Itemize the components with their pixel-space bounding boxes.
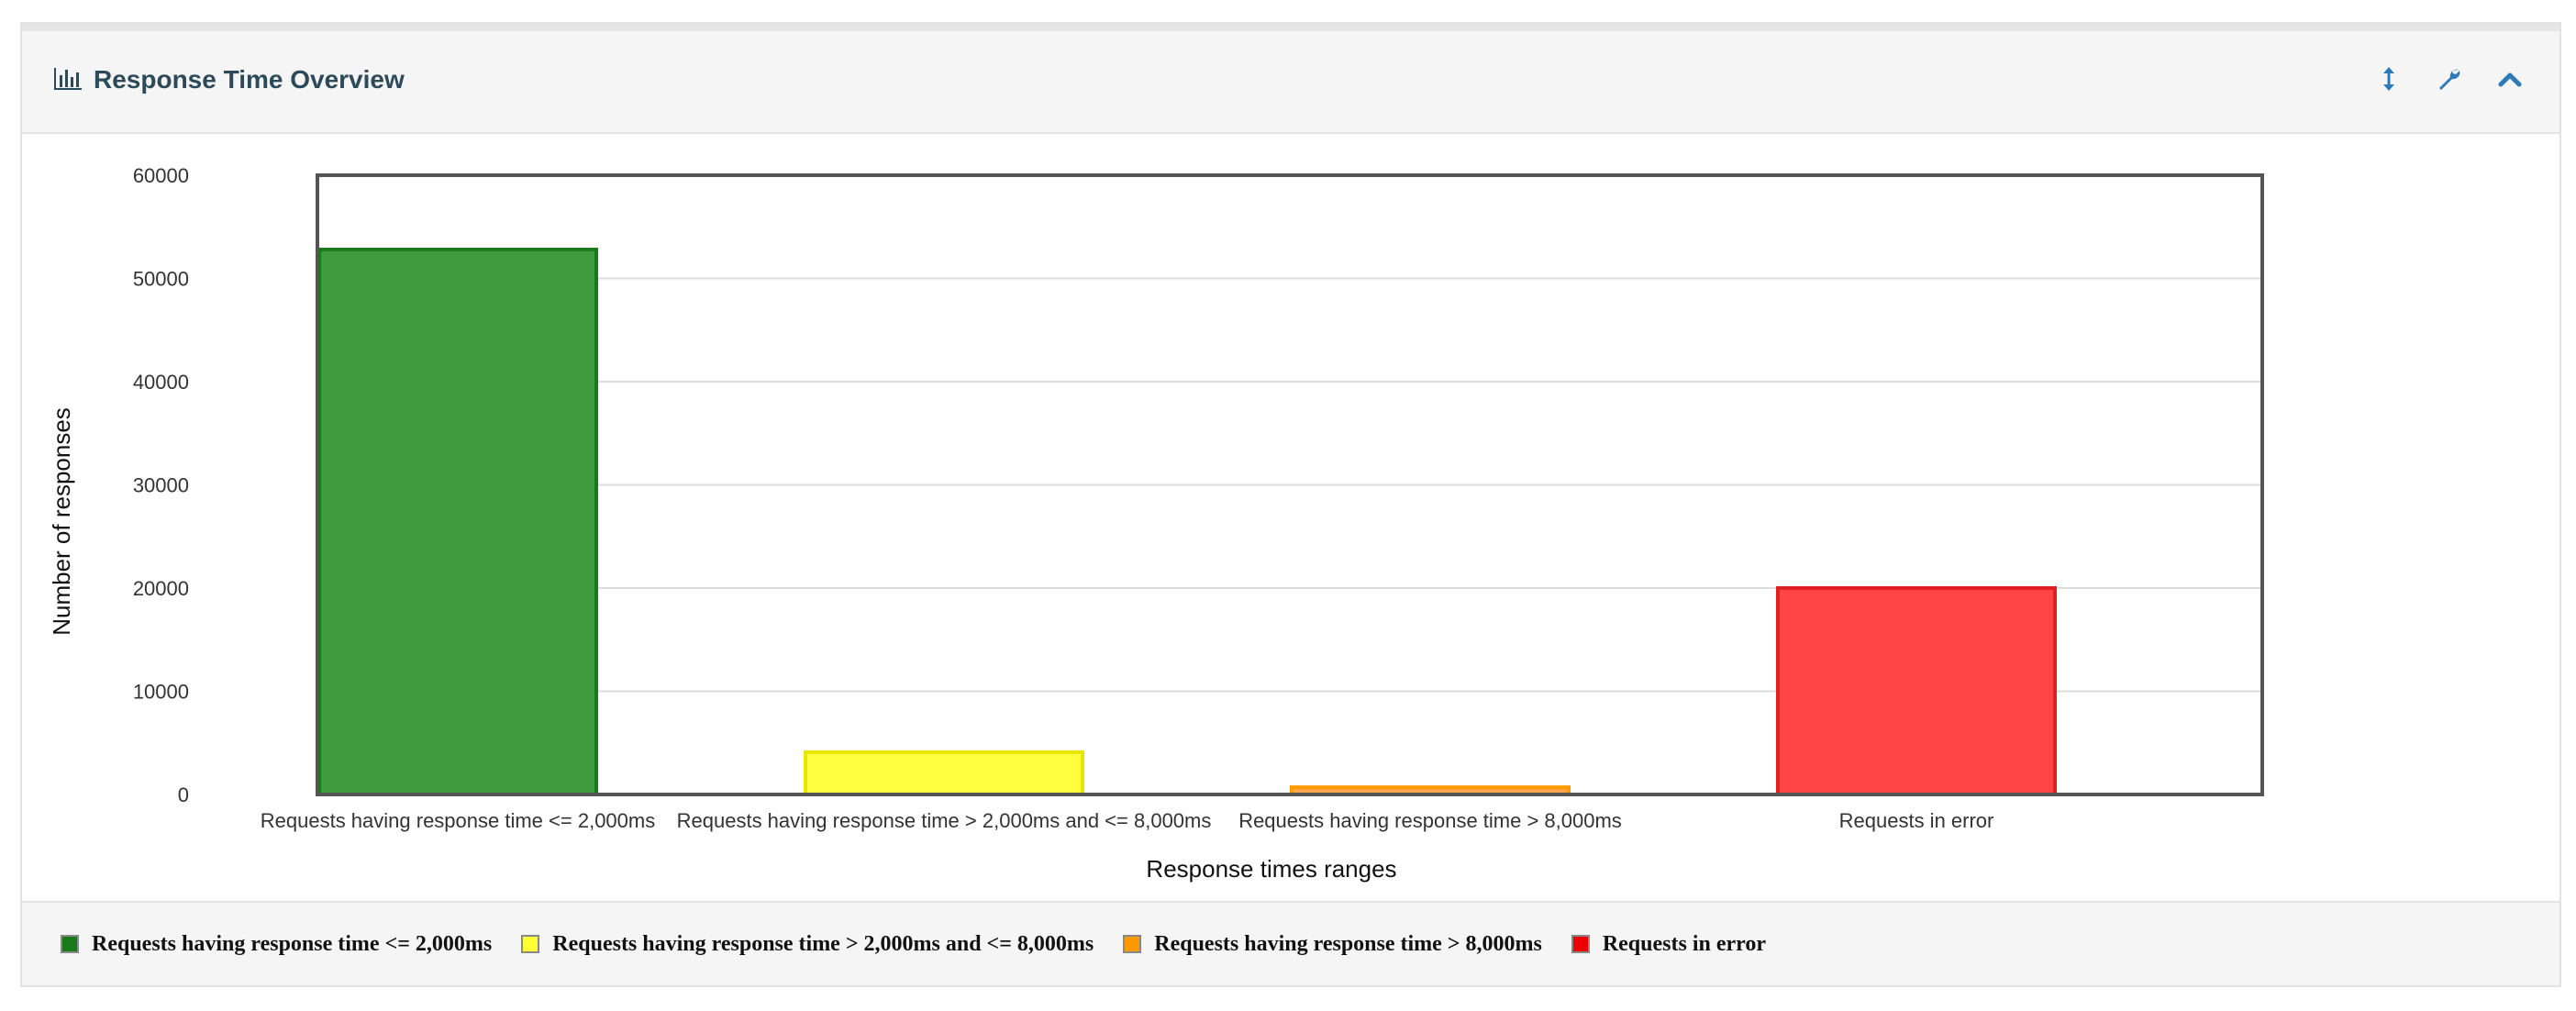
y-tick-label: 0 bbox=[178, 783, 189, 806]
plot-area-frame bbox=[316, 173, 2264, 796]
x-axis-ticks: Requests having response time <= 2,000ms… bbox=[261, 809, 1994, 832]
y-axis-label: Number of responses bbox=[48, 407, 75, 636]
panel-top-border bbox=[22, 24, 2559, 31]
y-tick-label: 30000 bbox=[133, 474, 189, 497]
legend-swatch bbox=[1571, 935, 1590, 953]
y-tick-label: 50000 bbox=[133, 268, 189, 291]
wrench-icon[interactable] bbox=[2431, 61, 2468, 97]
panel-title-group: Response Time Overview bbox=[53, 59, 405, 101]
bar[interactable] bbox=[317, 248, 598, 796]
y-tick-label: 40000 bbox=[133, 371, 189, 394]
legend-item-error[interactable]: Requests in error bbox=[1571, 932, 1766, 957]
chevron-up-icon[interactable] bbox=[2492, 61, 2528, 97]
bar[interactable] bbox=[1776, 586, 2057, 796]
y-tick-label: 10000 bbox=[133, 681, 189, 704]
bar[interactable] bbox=[804, 750, 1084, 796]
panel-header: Response Time Overview bbox=[22, 31, 2559, 134]
resize-vertical-icon[interactable] bbox=[2371, 61, 2407, 97]
legend-item-medium[interactable]: Requests having response time > 2,000ms … bbox=[521, 932, 1094, 957]
response-time-bar-chart: 0 10000 20000 30000 40000 50000 60000 Requests… bbox=[48, 164, 2264, 883]
legend-swatch bbox=[1123, 935, 1142, 953]
legend-label: Requests having response time > 2,000ms … bbox=[552, 931, 1094, 956]
legend-label: Requests in error bbox=[1602, 931, 1767, 956]
chart-area: 0 10000 20000 30000 40000 50000 60000 Requests… bbox=[22, 134, 2559, 923]
y-axis-ticks: 0 10000 20000 30000 40000 50000 60000 bbox=[133, 164, 189, 806]
legend-label: Requests having response time <= 2,000ms bbox=[92, 931, 493, 956]
bar-chart-icon bbox=[53, 66, 83, 94]
panel-title: Response Time Overview bbox=[94, 65, 405, 94]
response-time-overview-panel: Response Time Overview bbox=[20, 22, 2561, 987]
legend-swatch bbox=[61, 935, 79, 953]
y-tick-label: 20000 bbox=[133, 577, 189, 600]
panel-toolbar bbox=[2371, 61, 2528, 97]
legend-item-slow[interactable]: Requests having response time > 8,000ms bbox=[1123, 932, 1542, 957]
x-tick-label: Requests having response time > 8,000ms bbox=[1238, 809, 1622, 832]
chart-legend: Requests having response time <= 2,000ms… bbox=[22, 901, 2559, 985]
x-tick-label: Requests having response time <= 2,000ms bbox=[261, 809, 655, 832]
legend-label: Requests having response time > 8,000ms bbox=[1154, 931, 1542, 956]
page-top-strip bbox=[0, 0, 2576, 22]
x-tick-label: Requests having response time > 2,000ms … bbox=[677, 809, 1212, 832]
y-tick-label: 60000 bbox=[133, 164, 189, 187]
legend-swatch bbox=[521, 935, 540, 953]
x-tick-label: Requests in error bbox=[1839, 809, 1994, 832]
x-axis-label: Response times ranges bbox=[1146, 855, 1396, 883]
bars bbox=[317, 248, 2057, 796]
legend-item-fast[interactable]: Requests having response time <= 2,000ms bbox=[61, 932, 492, 957]
